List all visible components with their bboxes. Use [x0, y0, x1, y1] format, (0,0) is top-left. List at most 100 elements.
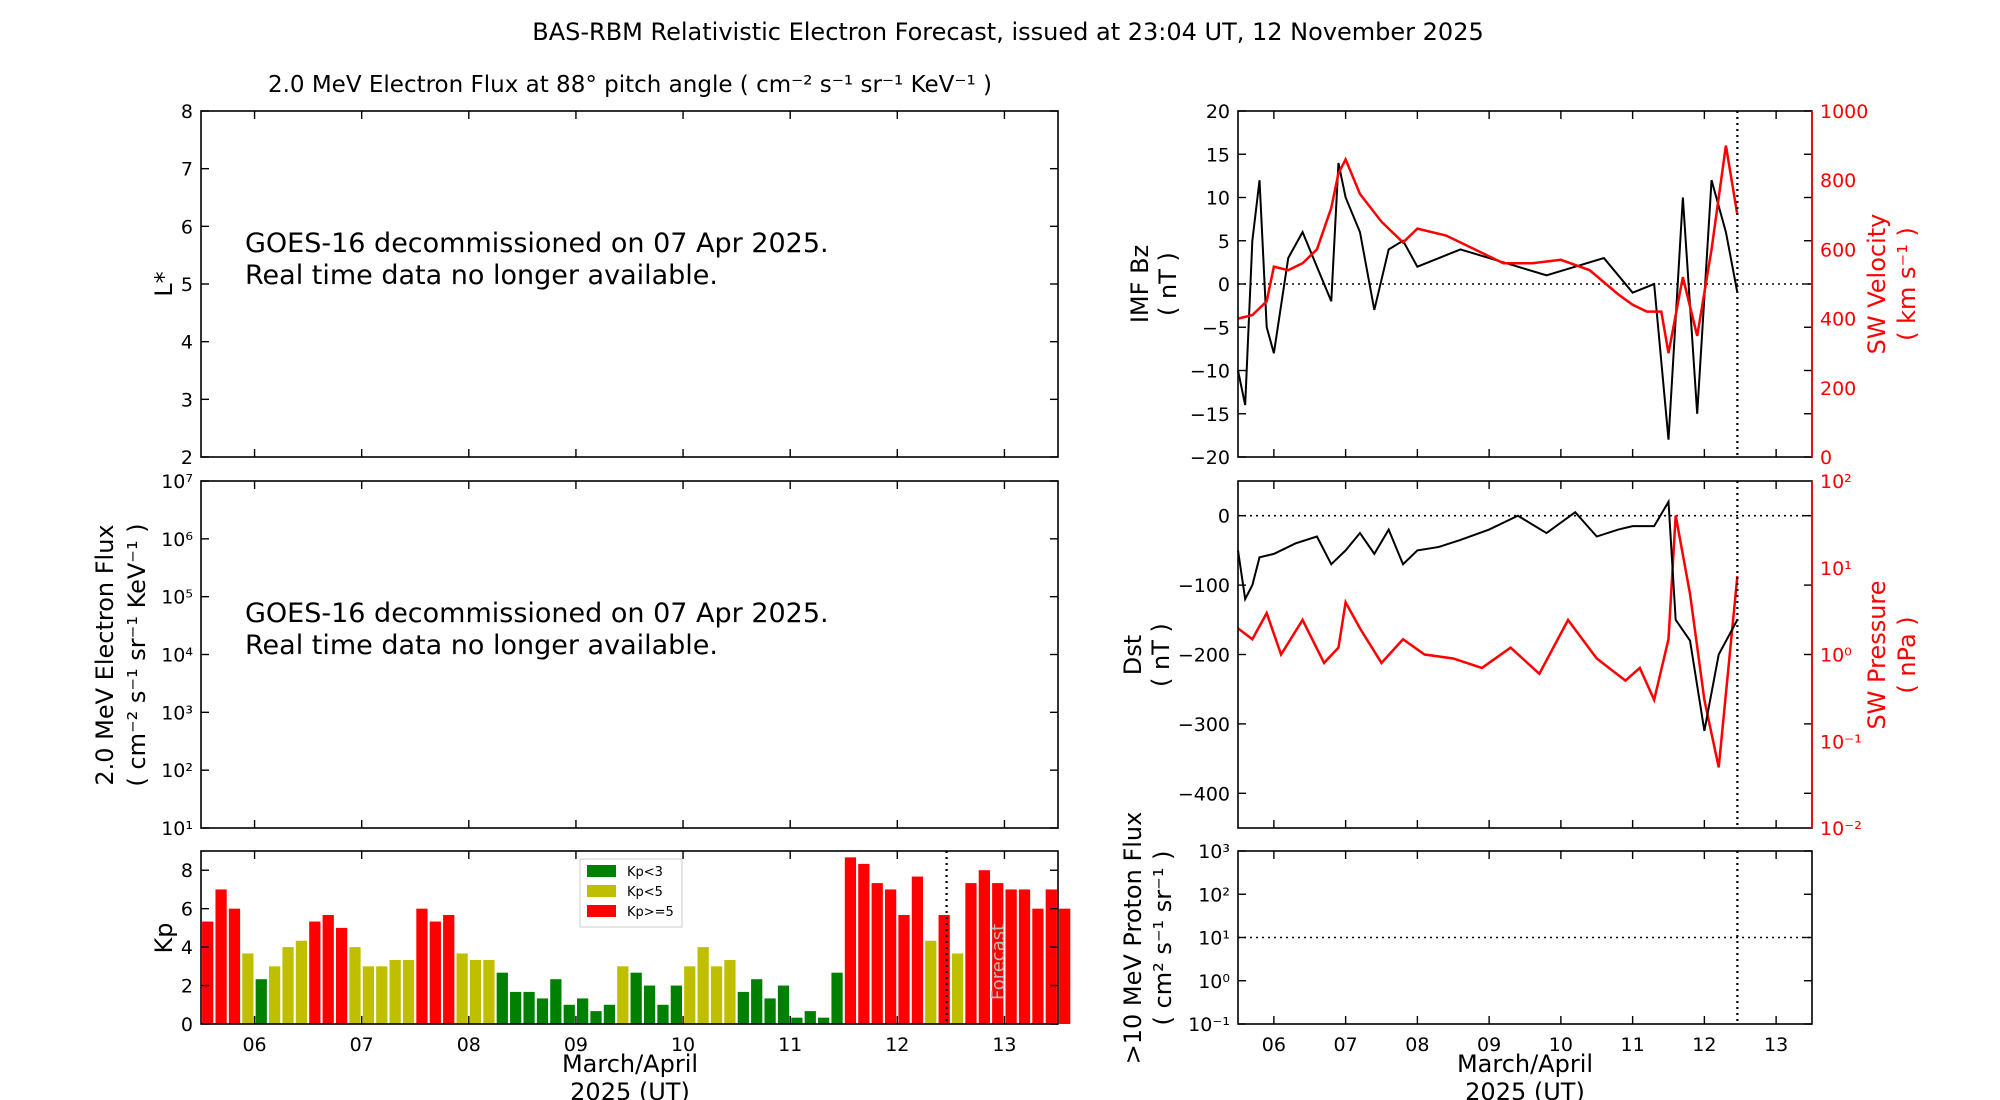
kp-xtick-label: 11 — [778, 1034, 802, 1056]
imf-bz-line — [1237, 162, 1739, 440]
dst-y2tick-label: 10² — [1820, 471, 1852, 493]
proton-xtick-label: 12 — [1692, 1034, 1716, 1056]
kp-bar — [898, 915, 910, 1024]
kp-xlabel: March/April — [562, 1050, 698, 1078]
proton-ytick-label: 10⁻¹ — [1188, 1014, 1230, 1036]
imf-y2tick-label: 1000 — [1820, 101, 1868, 123]
kp-ytick-label: 6 — [181, 899, 193, 921]
dst-y2tick-label: 10⁰ — [1820, 645, 1852, 667]
imf-y2tick-label: 0 — [1820, 447, 1832, 469]
proton-xtick-label: 09 — [1477, 1034, 1501, 1056]
eflux-ytick-label: 10⁴ — [161, 645, 193, 667]
dst-ytick-label: −300 — [1178, 714, 1230, 736]
kp-bar — [536, 998, 549, 1024]
dst-y2label: SW Pressure — [1863, 580, 1891, 729]
dst-ytick-label: −200 — [1178, 645, 1230, 667]
kp-bar — [523, 991, 535, 1024]
proton-xlabel-year: 2025 (UT) — [1465, 1078, 1585, 1100]
kp-bar — [269, 966, 281, 1024]
proton-ylabel: >10 MeV Proton Flux — [1119, 812, 1147, 1065]
kp-bar — [456, 953, 468, 1024]
kp-bar — [1005, 889, 1017, 1024]
eflux-ytick-label: 10² — [161, 760, 193, 782]
kp-bar — [590, 1011, 602, 1024]
kp-bar — [295, 940, 308, 1024]
eflux-notice-line2: Real time data no longer available. — [245, 630, 718, 661]
kp-xtick-label: 10 — [671, 1034, 695, 1056]
kp-bar — [818, 1017, 830, 1024]
kp-xtick-label: 06 — [242, 1034, 266, 1056]
sw-velocity-line — [1237, 145, 1739, 354]
kp-bar — [791, 1017, 803, 1024]
kp-bar — [1032, 908, 1044, 1024]
kp-bar — [764, 998, 776, 1024]
kp-bar — [228, 908, 241, 1024]
imf-ytick-label: −20 — [1190, 447, 1230, 469]
kp-bar — [751, 979, 763, 1024]
kp-ytick-label: 4 — [181, 937, 193, 959]
imf-ytick-label: 5 — [1218, 231, 1230, 253]
kp-bar — [1018, 889, 1031, 1024]
kp-bar — [938, 915, 950, 1024]
kp-legend-label: Kp<3 — [627, 865, 663, 880]
kp-bar — [911, 876, 924, 1024]
kp-axes-frame — [200, 850, 1059, 1025]
eflux-ytick-label: 10⁶ — [161, 529, 193, 551]
kp-legend-swatch — [587, 865, 616, 877]
kp-bar — [831, 972, 843, 1024]
dst-axes-frame — [1237, 480, 1813, 829]
eflux-notice-line1: GOES-16 decommissioned on 07 Apr 2025. — [245, 598, 829, 629]
kp-bar — [965, 883, 977, 1024]
kp-forecast-label: Forecast — [988, 924, 1009, 1000]
kp-bar — [496, 972, 508, 1024]
eflux-ytick-label: 10¹ — [161, 818, 193, 840]
kp-bar — [710, 966, 723, 1024]
imf-ytick-label: 10 — [1206, 188, 1230, 210]
kp-xtick-label: 09 — [564, 1034, 588, 1056]
kp-bar — [577, 998, 589, 1024]
imf-ytick-label: −5 — [1202, 317, 1230, 339]
proton-xtick-label: 07 — [1334, 1034, 1358, 1056]
kp-bar — [657, 1004, 669, 1024]
kp-bar — [603, 1004, 616, 1024]
kp-bar — [362, 966, 375, 1024]
kp-bar — [871, 883, 883, 1024]
imf-y2tick-label: 800 — [1820, 170, 1856, 192]
imf-ylabel-units: ( nT ) — [1154, 252, 1182, 316]
imf-y2label: SW Velocity — [1863, 214, 1891, 355]
proton-xtick-label: 13 — [1764, 1034, 1788, 1056]
kp-xtick-label: 13 — [992, 1034, 1016, 1056]
kp-xlabel-year: 2025 (UT) — [570, 1078, 690, 1100]
imf-y2tick-label: 200 — [1820, 378, 1856, 400]
proton-xlabel: March/April — [1457, 1050, 1593, 1078]
eflux-ylabel: 2.0 MeV Electron Flux — [91, 524, 119, 785]
lstar-ytick-label: 2 — [181, 447, 193, 469]
kp-xtick-label: 12 — [885, 1034, 909, 1056]
kp-bar — [630, 972, 642, 1024]
lstar-ytick-label: 8 — [181, 101, 193, 123]
kp-bar — [643, 985, 656, 1024]
lstar-ytick-label: 4 — [181, 332, 193, 354]
dst-ylabel-units: ( nT ) — [1147, 623, 1175, 687]
proton-xtick-label: 11 — [1621, 1034, 1645, 1056]
kp-bar — [510, 991, 522, 1024]
dst-ytick-label: −400 — [1178, 783, 1230, 805]
kp-bar — [951, 953, 964, 1024]
kp-bar — [376, 966, 388, 1024]
kp-bar — [884, 889, 897, 1024]
imf-ylabel: IMF Bz — [1126, 245, 1154, 323]
proton-xtick-label: 10 — [1549, 1034, 1573, 1056]
proton-xtick-label: 08 — [1405, 1034, 1429, 1056]
kp-bar — [550, 979, 562, 1024]
dst-y2tick-label: 10⁻¹ — [1820, 731, 1862, 753]
kp-legend-swatch — [587, 885, 616, 897]
kp-bar — [416, 908, 428, 1024]
kp-bar — [483, 959, 495, 1024]
kp-bar — [202, 921, 214, 1024]
kp-bar — [670, 985, 682, 1024]
lstar-notice-line2: Real time data no longer available. — [245, 260, 718, 291]
lstar-panel-title: 2.0 MeV Electron Flux at 88° pitch angle… — [268, 72, 992, 98]
figure-title: BAS-RBM Relativistic Electron Forecast, … — [532, 18, 1484, 46]
kp-legend-label: Kp<5 — [627, 885, 663, 900]
